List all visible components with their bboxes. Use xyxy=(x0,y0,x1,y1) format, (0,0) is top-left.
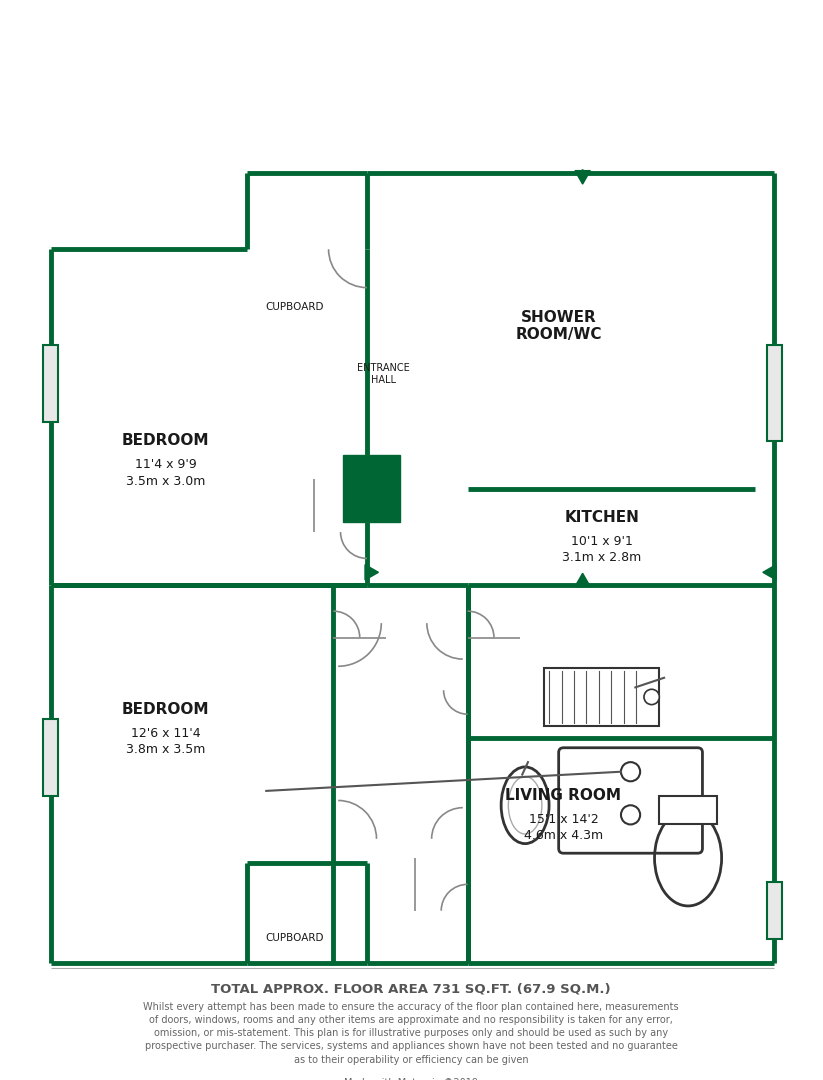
Bar xyxy=(333,584,467,963)
Bar xyxy=(467,584,774,738)
FancyBboxPatch shape xyxy=(559,747,703,853)
Text: Made with Metropix ©2019: Made with Metropix ©2019 xyxy=(344,1079,478,1080)
Text: ENTRANCE
HALL: ENTRANCE HALL xyxy=(357,363,410,384)
Ellipse shape xyxy=(501,767,549,843)
Circle shape xyxy=(644,689,659,704)
Bar xyxy=(43,346,58,422)
Text: LIVING ROOM: LIVING ROOM xyxy=(505,788,621,804)
Bar xyxy=(467,738,774,963)
Bar xyxy=(367,173,774,584)
Bar xyxy=(50,584,367,963)
Polygon shape xyxy=(365,565,379,580)
Bar xyxy=(50,249,367,584)
Text: 3.1m x 2.8m: 3.1m x 2.8m xyxy=(562,552,641,565)
Circle shape xyxy=(621,806,640,824)
Bar xyxy=(343,456,401,523)
Text: CUPBOARD: CUPBOARD xyxy=(266,932,324,943)
Text: BEDROOM: BEDROOM xyxy=(122,702,209,717)
Polygon shape xyxy=(763,565,776,580)
Text: 3.5m x 3.0m: 3.5m x 3.0m xyxy=(126,475,205,488)
Text: 11'4 x 9'9: 11'4 x 9'9 xyxy=(135,458,197,472)
Bar xyxy=(43,719,58,796)
Circle shape xyxy=(621,762,640,781)
Bar xyxy=(767,346,782,441)
Polygon shape xyxy=(575,171,590,184)
Bar xyxy=(767,882,782,940)
Text: Whilst every attempt has been made to ensure the accuracy of the floor plan cont: Whilst every attempt has been made to en… xyxy=(143,1002,679,1065)
Text: TOTAL APPROX. FLOOR AREA 731 SQ.FT. (67.9 SQ.M.): TOTAL APPROX. FLOOR AREA 731 SQ.FT. (67.… xyxy=(212,983,611,996)
Text: 4.6m x 4.3m: 4.6m x 4.3m xyxy=(524,829,603,842)
Polygon shape xyxy=(575,573,590,586)
Text: KITCHEN: KITCHEN xyxy=(565,510,639,525)
Text: 3.8m x 3.5m: 3.8m x 3.5m xyxy=(126,743,205,756)
Text: 15'1 x 14'2: 15'1 x 14'2 xyxy=(528,813,598,826)
Text: SHOWER
ROOM/WC: SHOWER ROOM/WC xyxy=(515,310,602,342)
Text: CUPBOARD: CUPBOARD xyxy=(266,301,324,312)
Text: 12'6 x 11'4: 12'6 x 11'4 xyxy=(131,727,201,740)
Bar xyxy=(544,669,659,726)
Text: 10'1 x 9'1: 10'1 x 9'1 xyxy=(571,536,633,549)
Text: BEDROOM: BEDROOM xyxy=(122,433,209,448)
Bar xyxy=(659,796,717,824)
Bar xyxy=(247,863,372,963)
Ellipse shape xyxy=(509,777,542,834)
Bar xyxy=(247,173,372,249)
